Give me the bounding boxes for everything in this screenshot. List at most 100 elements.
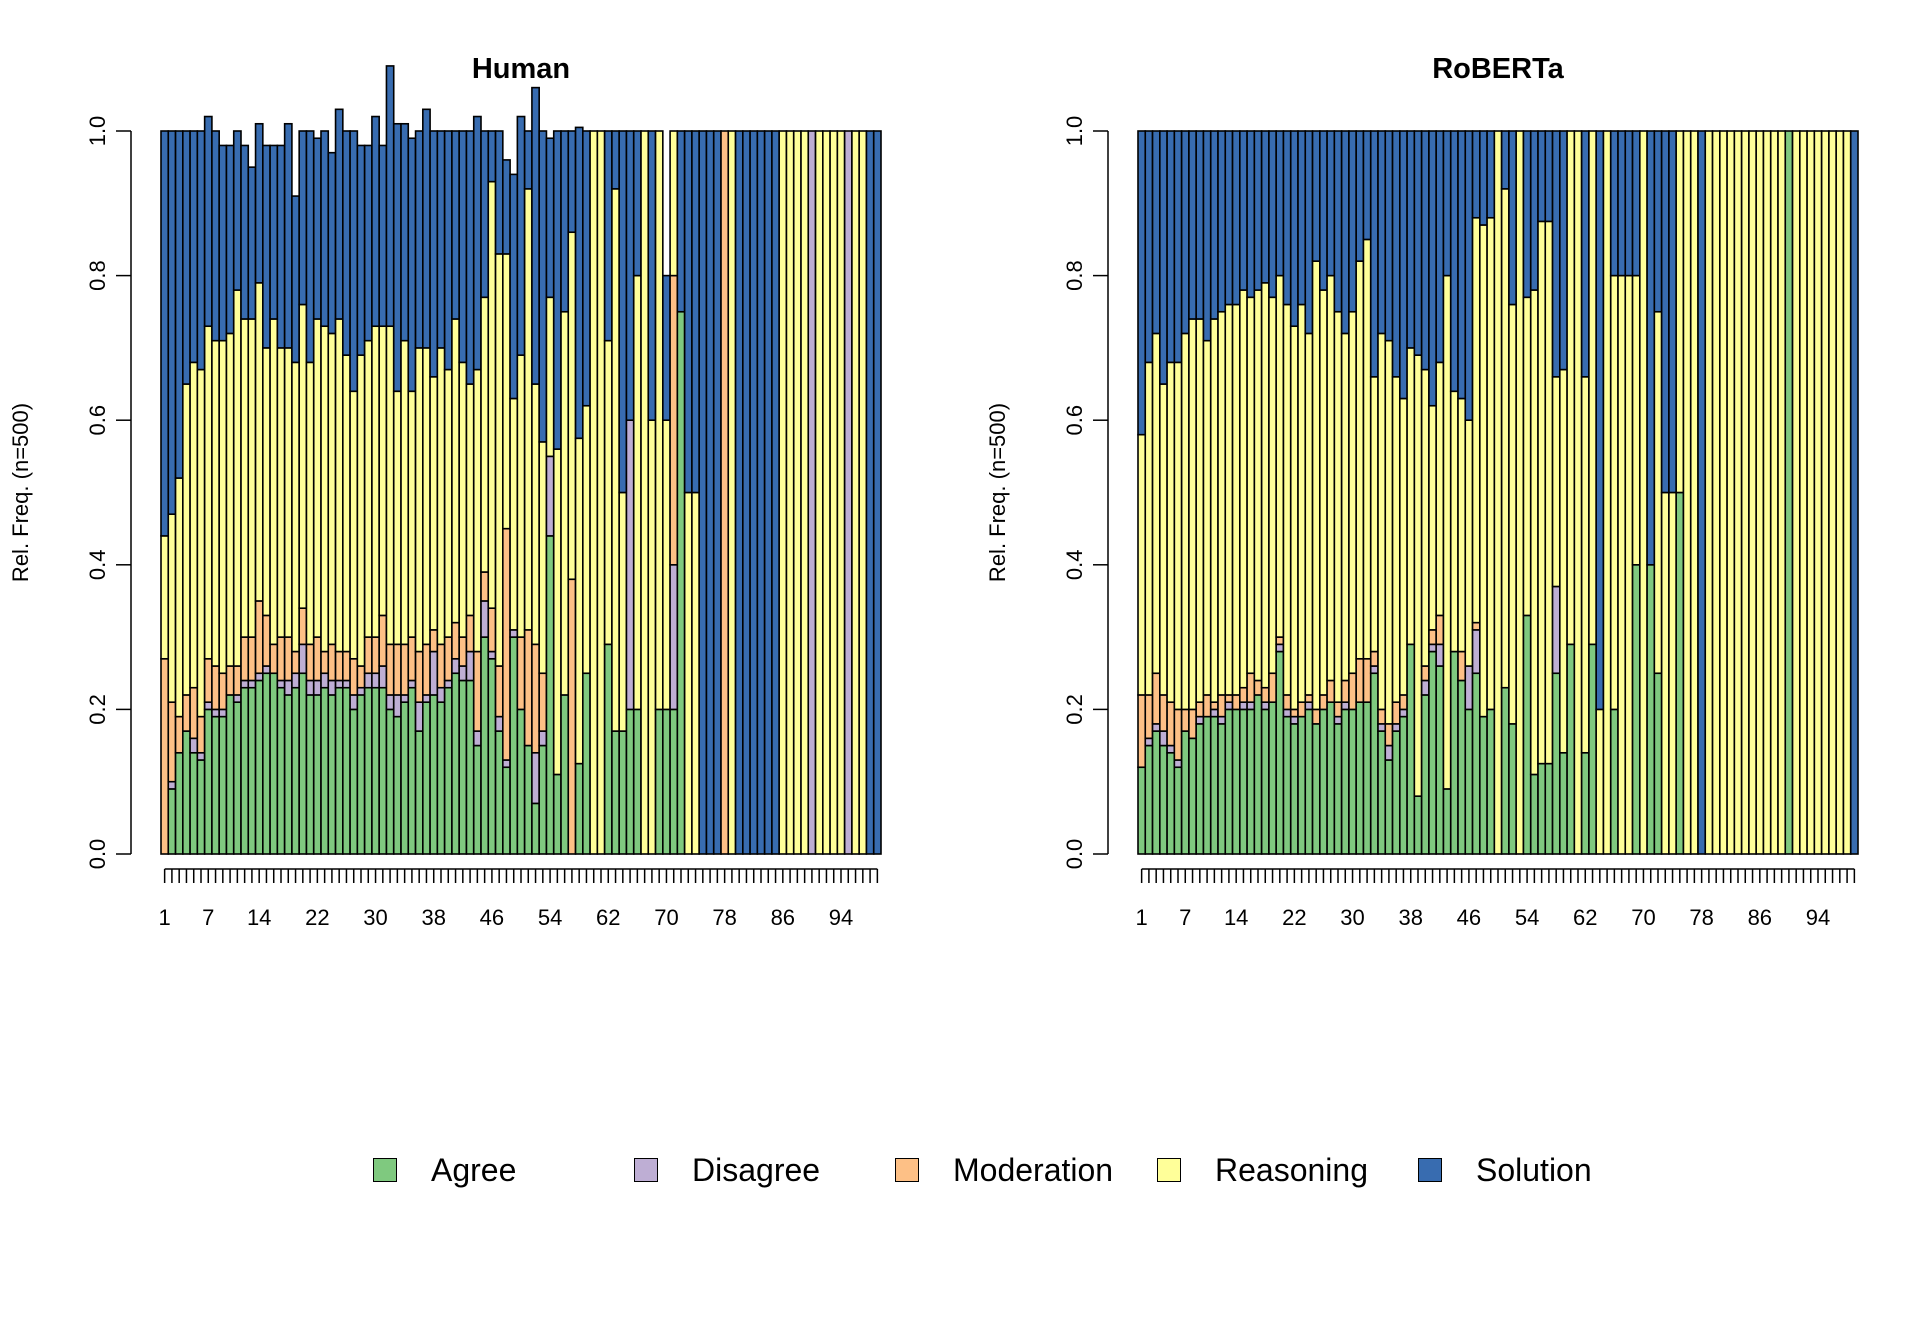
bar-segment-agree [465,679,475,855]
bar-segment-solution [1137,130,1147,436]
bar-segment-reasoning [858,130,868,855]
bar-segment-solution [1384,130,1394,342]
bar-segment-solution [1849,130,1859,855]
bar-segment-agree [189,751,199,855]
bar-segment-agree [1377,730,1387,855]
bar-segment-moderation [1399,694,1408,711]
bar-segment-disagree [189,737,199,754]
bar-segment-solution [1289,130,1299,328]
bar-segment-moderation [480,571,490,602]
bar-segment-reasoning [1231,303,1241,696]
bar-segment-reasoning [1529,289,1539,776]
bar-segment-moderation [1151,672,1161,725]
bar-segment-solution [1304,130,1314,335]
bar-segment-disagree [1289,715,1299,725]
bar-segment-solution [160,130,170,537]
bar-segment-agree [676,310,686,855]
bar-segment-reasoning [1559,368,1568,754]
bar-segment-solution [1428,130,1437,407]
bar-segment-agree [1566,643,1576,855]
bar-segment-reasoning [1595,708,1605,855]
bar-segment-moderation [1340,679,1350,703]
bar-segment-solution [1551,130,1561,378]
bar-segment-moderation [1239,686,1248,703]
bar-segment-solution [1362,130,1372,241]
bar-segment-solution [523,130,533,190]
bar-segment-disagree [1151,723,1161,732]
bar-segment-agree [1348,708,1357,855]
bar-segment-moderation [254,600,264,675]
bar-segment-reasoning [1188,318,1197,711]
bar-segment-agree [254,679,264,855]
bar-segment-disagree [1384,744,1394,761]
bar-segment-moderation [1260,686,1270,703]
bar-segment-reasoning [1384,339,1394,725]
bar-segment-solution [232,130,242,291]
x-tick-label: 30 [363,905,387,930]
bar-segment-reasoning [662,419,671,711]
bar-segment-agree [1464,708,1474,855]
bar-segment-disagree [378,665,388,689]
bar-segment-disagree [502,759,511,769]
bar-segment-moderation [196,715,206,754]
bar-segment-solution [1595,130,1605,711]
bar-segment-moderation [443,636,453,682]
bar-segment-agree [400,701,410,855]
bar-segment-disagree [232,694,242,703]
bar-segment-solution [1209,130,1219,320]
bar-segment-disagree [1195,715,1205,725]
bar-segment-disagree [342,679,351,689]
bar-segment-reasoning [218,339,228,675]
bar-segment-reasoning [1209,318,1219,703]
bar-segment-solution [560,130,570,313]
x-tick-label: 78 [712,905,736,930]
bar-segment-solution [1377,130,1387,335]
bar-segment-moderation [1224,694,1234,703]
bar-segment-reasoning [494,253,504,667]
bar-segment-moderation [312,636,322,682]
bar-segment-agree [1173,766,1183,855]
bar-segment-solution [312,137,322,320]
bar-segment-solution [378,144,388,328]
bar-segment-solution [1486,130,1496,219]
bar-segment-reasoning [196,368,206,718]
bar-segment-reasoning [618,491,628,732]
bar-segment-agree [407,686,417,855]
bar-segment-moderation [342,650,351,682]
bar-segment-reasoning [327,332,337,646]
bar-segment-disagree [1369,665,1379,675]
bar-segment-reasoning [647,419,657,855]
bar-segment-reasoning [1515,130,1525,855]
bar-segment-reasoning [407,390,417,638]
bar-segment-moderation [1268,672,1277,703]
bar-segment-reasoning [1311,260,1321,711]
bar-segment-agree [669,708,679,855]
bar-segment-disagree [1260,701,1270,711]
bar-segment-disagree [400,694,410,703]
bar-segment-solution [1435,130,1445,364]
bar-segment-moderation [1289,708,1299,718]
bar-segment-agree [1479,715,1488,855]
bar-segment-reasoning [1442,274,1452,790]
bar-segment-reasoning [232,289,242,667]
bar-segment-agree [625,708,635,855]
x-tick-label: 94 [1806,905,1830,930]
bar-segment-agree [363,686,373,855]
bar-segment-agree [1529,773,1539,855]
bar-segment-moderation [1355,657,1365,703]
bar-segment-reasoning [240,318,250,638]
bar-segment-reasoning [691,491,700,855]
bar-segment-agree [1224,708,1234,855]
bar-segment-reasoning [1195,318,1205,703]
bar-segment-reasoning [1348,310,1357,675]
bar-segment-disagree [276,679,286,689]
bar-segment-reasoning [727,130,737,855]
bar-segment-reasoning [1668,491,1677,855]
bar-segment-solution [1195,130,1205,320]
y-tick-label: 1.0 [85,116,110,147]
bar-segment-solution [247,166,257,320]
bar-segment-solution [1660,130,1670,494]
bar-segment-reasoning [1246,296,1256,675]
bar-segment-agree [1551,672,1561,855]
bar-segment-disagree [545,455,555,537]
